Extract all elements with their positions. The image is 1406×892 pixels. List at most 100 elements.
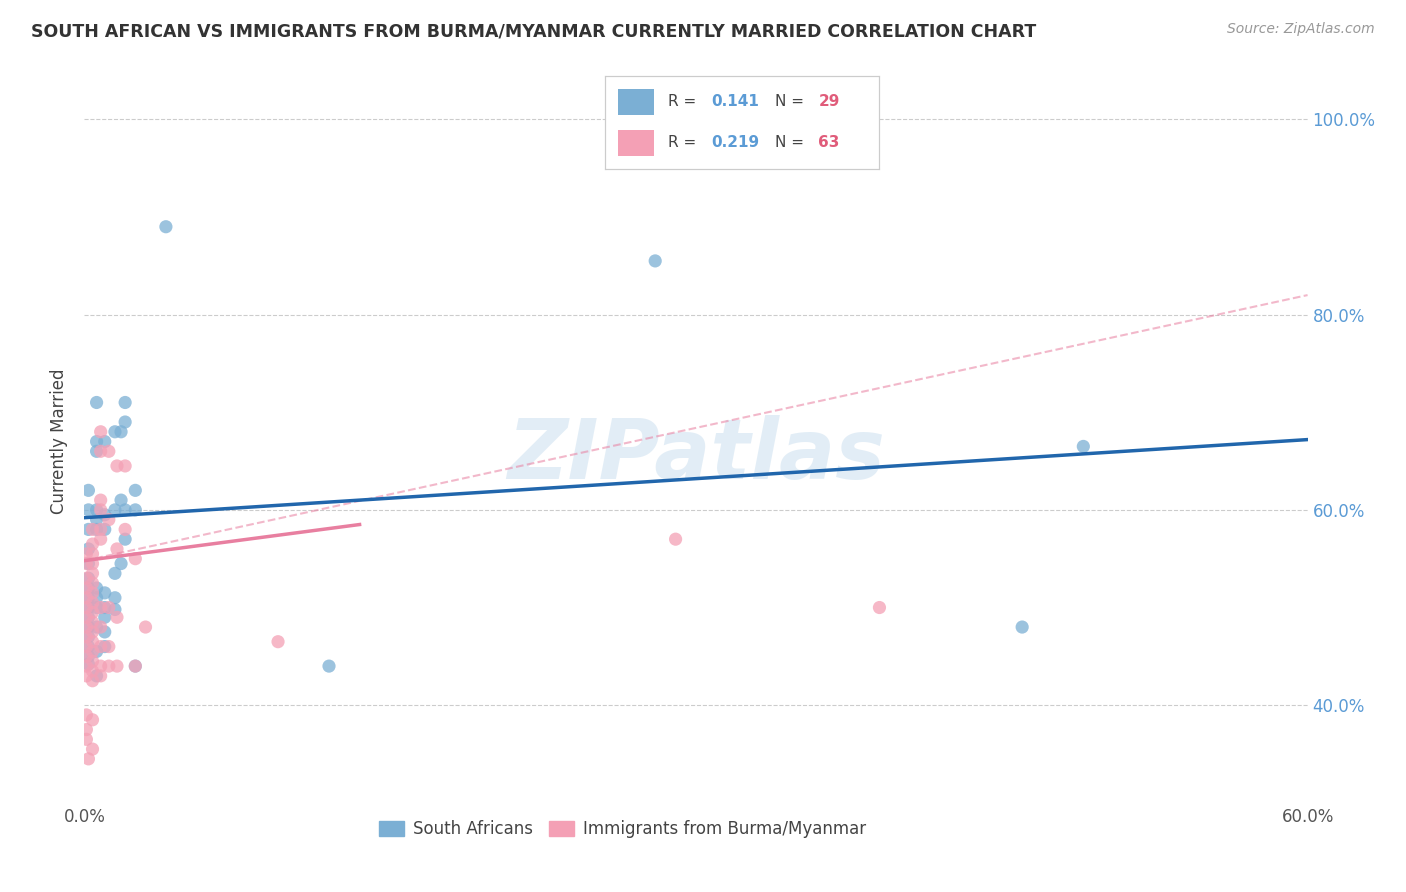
- Point: [82, 644, 104, 658]
- Point: [114, 415, 136, 429]
- Point: [93, 640, 115, 654]
- Point: [75, 649, 97, 664]
- Legend: South Africans, Immigrants from Burma/Myanmar: South Africans, Immigrants from Burma/My…: [373, 814, 873, 845]
- Point: [75, 669, 97, 683]
- Point: [86, 503, 108, 517]
- Point: [110, 557, 132, 571]
- Point: [90, 523, 112, 537]
- Point: [75, 732, 97, 747]
- Point: [75, 581, 97, 595]
- Point: [77, 610, 100, 624]
- Point: [82, 557, 104, 571]
- Point: [104, 602, 127, 616]
- Point: [77, 503, 100, 517]
- Point: [77, 571, 100, 585]
- Point: [124, 503, 146, 517]
- Point: [77, 591, 100, 605]
- Point: [82, 576, 104, 591]
- Point: [1011, 620, 1033, 634]
- Point: [82, 654, 104, 668]
- Point: [105, 659, 128, 673]
- Point: [114, 458, 136, 473]
- Point: [124, 551, 146, 566]
- Point: [77, 557, 100, 571]
- Point: [75, 640, 97, 654]
- Point: [86, 644, 108, 658]
- Text: 63: 63: [818, 136, 839, 150]
- FancyBboxPatch shape: [619, 89, 654, 115]
- Point: [124, 483, 146, 498]
- FancyBboxPatch shape: [619, 130, 654, 156]
- Point: [665, 532, 688, 546]
- Point: [105, 458, 128, 473]
- Point: [93, 586, 115, 600]
- Point: [104, 503, 127, 517]
- Point: [104, 425, 127, 439]
- Point: [75, 591, 97, 605]
- Point: [114, 395, 136, 409]
- Point: [75, 600, 97, 615]
- Point: [82, 586, 104, 600]
- Point: [114, 532, 136, 546]
- Point: [75, 707, 97, 722]
- Point: [82, 523, 104, 537]
- Point: [82, 547, 104, 561]
- Point: [82, 713, 104, 727]
- Point: [86, 591, 108, 605]
- Point: [90, 640, 112, 654]
- Point: [644, 254, 666, 268]
- Point: [77, 649, 100, 664]
- Point: [82, 673, 104, 688]
- Point: [82, 624, 104, 639]
- Point: [155, 219, 177, 234]
- Point: [93, 600, 115, 615]
- Point: [75, 659, 97, 673]
- Text: ZIPatlas: ZIPatlas: [508, 416, 884, 497]
- Y-axis label: Currently Married: Currently Married: [51, 368, 69, 515]
- Point: [86, 434, 108, 449]
- Point: [86, 581, 108, 595]
- Point: [86, 669, 108, 683]
- Point: [97, 640, 120, 654]
- Point: [90, 532, 112, 546]
- Point: [77, 630, 100, 644]
- Point: [90, 425, 112, 439]
- Point: [90, 620, 112, 634]
- Point: [105, 610, 128, 624]
- Point: [97, 600, 120, 615]
- Point: [82, 615, 104, 630]
- Text: N =: N =: [775, 136, 808, 150]
- Point: [82, 596, 104, 610]
- Point: [90, 503, 112, 517]
- Point: [82, 537, 104, 551]
- Point: [77, 620, 100, 634]
- Point: [86, 444, 108, 458]
- Point: [97, 659, 120, 673]
- Point: [82, 664, 104, 678]
- Point: [90, 493, 112, 508]
- Point: [75, 630, 97, 644]
- Point: [97, 444, 120, 458]
- Text: SOUTH AFRICAN VS IMMIGRANTS FROM BURMA/MYANMAR CURRENTLY MARRIED CORRELATION CHA: SOUTH AFRICAN VS IMMIGRANTS FROM BURMA/M…: [31, 22, 1036, 40]
- Point: [86, 600, 108, 615]
- Text: 0.219: 0.219: [711, 136, 759, 150]
- Point: [75, 723, 97, 737]
- Point: [110, 425, 132, 439]
- Text: N =: N =: [775, 94, 808, 109]
- Point: [82, 742, 104, 756]
- Point: [75, 571, 97, 585]
- Point: [75, 610, 97, 624]
- Point: [110, 493, 132, 508]
- Point: [93, 624, 115, 639]
- Point: [77, 752, 100, 766]
- Point: [77, 581, 100, 595]
- Point: [77, 640, 100, 654]
- Point: [86, 620, 108, 634]
- Point: [82, 606, 104, 620]
- Point: [93, 523, 115, 537]
- Point: [124, 659, 146, 673]
- Point: [869, 600, 891, 615]
- Point: [75, 547, 97, 561]
- Text: Source: ZipAtlas.com: Source: ZipAtlas.com: [1227, 22, 1375, 37]
- Point: [135, 620, 157, 634]
